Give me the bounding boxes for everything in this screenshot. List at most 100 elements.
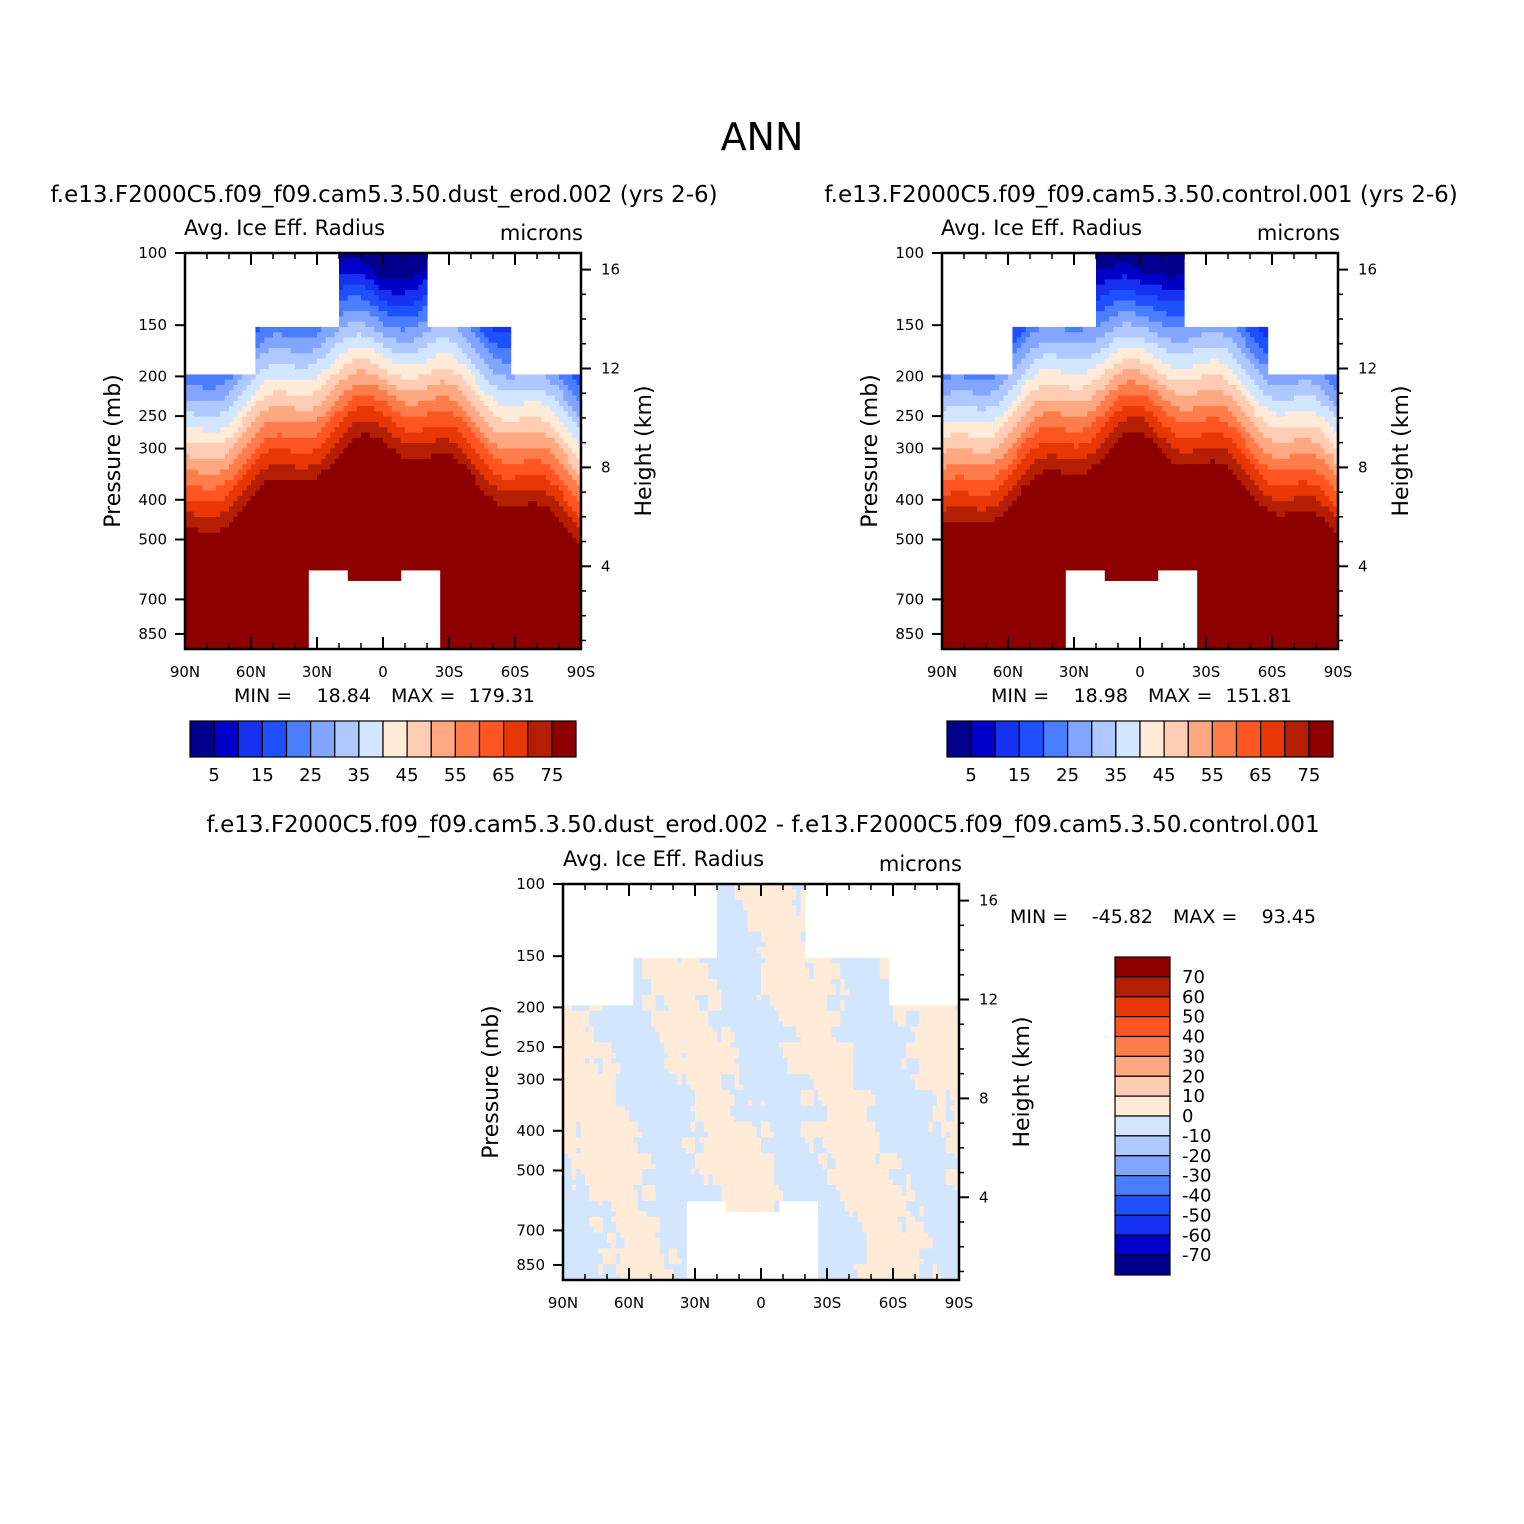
contour-cell (321, 443, 326, 449)
contour-cell (497, 343, 502, 349)
contour-cell (431, 337, 436, 343)
contour-cell (528, 475, 533, 481)
contour-cell (365, 443, 370, 449)
contour-cell (286, 459, 291, 465)
contour-cell (519, 374, 524, 380)
contour-cell (365, 369, 370, 375)
contour-cell (392, 327, 397, 333)
contour-cell (409, 554, 414, 560)
contour-cell (449, 512, 454, 518)
contour-cell (189, 411, 194, 417)
contour-cell (343, 485, 348, 491)
contour-cell (308, 359, 313, 365)
contour-cell (326, 512, 331, 518)
contour-cell (471, 517, 476, 523)
contour-cell (449, 396, 454, 402)
contour-cell (449, 348, 454, 354)
contour-cell (282, 427, 287, 433)
contour-cell (524, 506, 529, 512)
contour-cell (321, 327, 326, 333)
contour-cell (277, 580, 282, 586)
contour-cell (379, 528, 384, 534)
contour-cell (467, 427, 472, 433)
contour-cell (449, 385, 454, 391)
contour-cell (458, 448, 463, 454)
contour-cell (299, 401, 304, 407)
contour-cell (559, 601, 564, 607)
contour-cell (550, 522, 555, 528)
contour-cell (405, 475, 410, 481)
contour-cell (528, 496, 533, 502)
contour-cell (493, 596, 498, 602)
contour-cell (387, 343, 392, 349)
contour-cell (445, 612, 450, 618)
contour-cell (269, 628, 274, 634)
contour-cell (308, 380, 313, 386)
contour-cell (387, 348, 392, 354)
contour-cell (313, 528, 318, 534)
contour-cell (251, 485, 256, 491)
contour-cell (524, 459, 529, 465)
contour-cell (251, 601, 256, 607)
contour-cell (357, 533, 362, 539)
contour-cell (449, 628, 454, 634)
contour-cell (313, 390, 318, 396)
contour-cell (519, 480, 524, 486)
contour-cell (370, 327, 375, 333)
contour-cell (304, 359, 309, 365)
contour-cell (524, 496, 529, 502)
contour-cell (418, 549, 423, 555)
contour-cell (339, 411, 344, 417)
contour-cell (440, 406, 445, 412)
contour-cell (216, 385, 221, 391)
contour-cell (502, 359, 507, 365)
contour-cell (440, 565, 445, 571)
contour-cell (511, 580, 516, 586)
contour-cell (229, 464, 234, 470)
contour-cell (537, 469, 542, 475)
contour-cell (313, 417, 318, 423)
contour-cell (220, 517, 225, 523)
contour-cell (251, 591, 256, 597)
contour-cell (568, 475, 573, 481)
contour-cell (484, 570, 489, 576)
contour-cell (365, 353, 370, 359)
contour-cell (286, 422, 291, 428)
contour-cell (361, 427, 366, 433)
contour-cell (365, 348, 370, 354)
contour-cell (273, 343, 278, 349)
contour-cell (453, 612, 458, 618)
contour-cell (418, 316, 423, 322)
contour-cell (559, 390, 564, 396)
contour-cell (515, 623, 520, 629)
contour-cell (484, 417, 489, 423)
contour-cell (357, 380, 362, 386)
contour-cell (189, 633, 194, 639)
contour-cell (418, 369, 423, 375)
contour-cell (467, 433, 472, 439)
contour-cell (431, 469, 436, 475)
contour-cell (546, 459, 551, 465)
contour-cell (225, 522, 230, 528)
contour-cell (361, 565, 366, 571)
contour-cell (493, 491, 498, 497)
contour-cell (533, 443, 538, 449)
contour-cell (255, 480, 260, 486)
contour-cell (330, 454, 335, 460)
contour-cell (436, 485, 441, 491)
contour-cell (458, 417, 463, 423)
contour-cell (515, 417, 520, 423)
contour-cell (286, 427, 291, 433)
contour-cell (335, 543, 340, 549)
contour-cell (194, 454, 199, 460)
contour-cell (467, 422, 472, 428)
contour-cell (436, 337, 441, 343)
contour-cell (348, 496, 353, 502)
contour-cell (370, 454, 375, 460)
contour-cell (379, 522, 384, 528)
contour-cell (343, 443, 348, 449)
contour-cell (445, 411, 450, 417)
contour-cell (401, 274, 406, 280)
contour-cell (335, 374, 340, 380)
contour-cell (440, 570, 445, 576)
